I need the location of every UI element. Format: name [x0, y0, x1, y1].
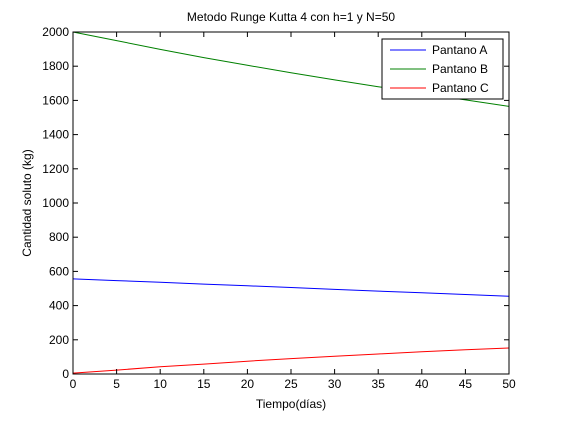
series-line-1 — [72, 278, 510, 297]
legend-label-1: Pantano A — [432, 43, 487, 57]
y-tick-label: 800 — [49, 230, 69, 244]
x-tick-label: 45 — [459, 377, 473, 391]
x-tick-label: 40 — [415, 377, 429, 391]
legend: Pantano A Pantano B Pantano C — [381, 38, 504, 100]
series-line-3 — [72, 347, 510, 374]
x-tick-label: 20 — [241, 377, 255, 391]
y-tick-label: 1400 — [42, 128, 69, 142]
legend-label-3: Pantano C — [432, 81, 489, 95]
y-tick-label: 1200 — [42, 162, 69, 176]
x-tick-label: 10 — [154, 377, 168, 391]
y-tick-label: 200 — [49, 333, 69, 347]
x-tick-label: 5 — [113, 377, 120, 391]
x-tick-label: 0 — [70, 377, 77, 391]
plot-frame — [72, 31, 510, 375]
x-tick-label: 15 — [197, 377, 211, 391]
x-tick-label: 25 — [284, 377, 298, 391]
y-tick-label: 1800 — [42, 59, 69, 73]
y-tick-label: 600 — [49, 264, 69, 278]
y-tick-label: 2000 — [42, 25, 69, 39]
y-tick-label: 0 — [62, 367, 69, 381]
y-tick-label: 1600 — [42, 93, 69, 107]
y-axis-label: Cantidad soluto (kg) — [20, 149, 34, 256]
x-tick-label: 30 — [328, 377, 342, 391]
legend-label-2: Pantano B — [432, 62, 488, 76]
axes-layer: 0 5 10 15 20 25 30 35 40 45 50 0 200 400 600 800 1000 120… — [42, 25, 516, 391]
x-tick-label: 50 — [502, 377, 516, 391]
x-tick-label: 35 — [372, 377, 386, 391]
y-tick-label: 400 — [49, 299, 69, 313]
chart-title: Metodo Runge Kutta 4 con h=1 y N=50 — [187, 10, 395, 24]
y-tick-label: 1000 — [42, 196, 69, 210]
x-axis-label: Tiempo(días) — [256, 397, 326, 411]
